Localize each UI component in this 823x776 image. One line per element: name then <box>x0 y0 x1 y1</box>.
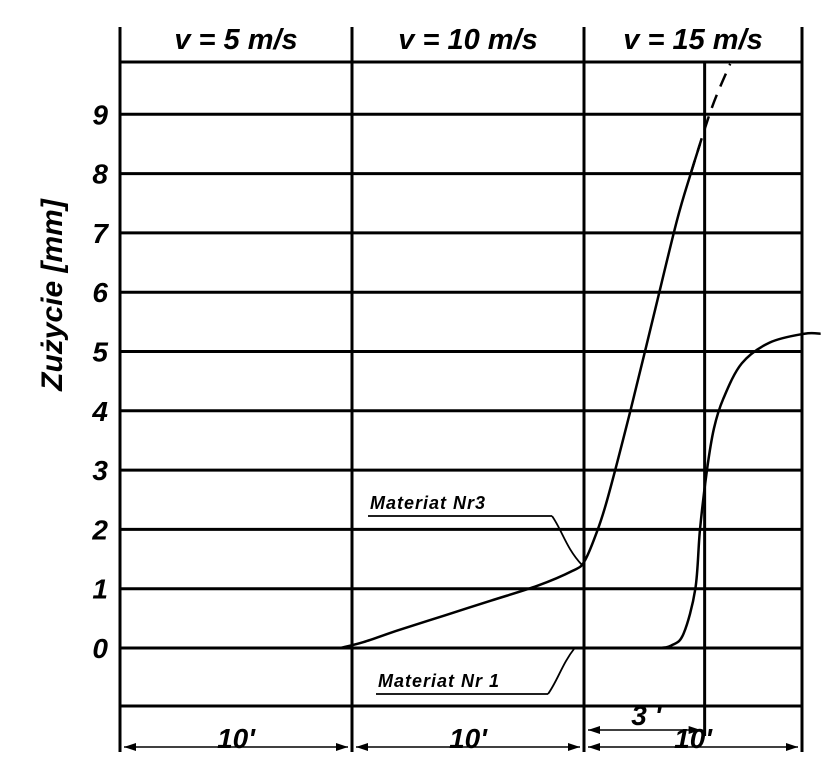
interval-arrowhead <box>588 726 600 734</box>
y-axis-title: Zużycie [mm] <box>36 198 69 392</box>
y-tick-label: 3 <box>92 455 108 486</box>
y-tick-label: 6 <box>92 277 108 308</box>
labels-layer: 0 1 2 3 4 5 6 7 8 9 v = 5 m/s 10' v = 10 m/s 10' v = 1… <box>36 24 763 754</box>
duration-arrowhead <box>786 743 798 751</box>
y-tick-label: 1 <box>92 574 108 605</box>
y-tick-label: 2 <box>91 514 108 545</box>
phase-speed-label: v = 5 m/s <box>174 24 297 56</box>
duration-arrowhead <box>124 743 136 751</box>
series-layer <box>340 63 821 695</box>
y-tick-label: 0 <box>92 633 108 664</box>
phase-duration-label: 10' <box>449 723 488 754</box>
leader-line-material-3 <box>551 515 583 566</box>
duration-arrowhead <box>356 743 368 751</box>
interval-arrowhead <box>688 726 701 734</box>
duration-arrowhead <box>336 743 348 751</box>
y-tick-label: 8 <box>92 159 108 190</box>
y-tick-label: 4 <box>91 396 108 427</box>
series-label-material-1: Materiat Nr 1 <box>378 671 500 691</box>
phase-duration-label: 10' <box>217 723 256 754</box>
series-extrapolation-dashed-line <box>689 63 732 174</box>
interval-label: 3 ' <box>631 700 662 731</box>
duration-arrowhead <box>588 743 600 751</box>
series-line-material-3 <box>340 143 702 650</box>
phase-speed-label: v = 10 m/s <box>398 24 537 56</box>
y-tick-label: 9 <box>92 99 108 130</box>
phase-duration-label: 10' <box>674 723 713 754</box>
leader-line-material-1 <box>547 647 576 695</box>
duration-arrowhead <box>568 743 580 751</box>
series-line-material-1 <box>583 331 821 650</box>
y-tick-label: 7 <box>92 218 109 249</box>
series-label-material-3: Materiat Nr3 <box>370 493 486 513</box>
phase-speed-label: v = 15 m/s <box>623 24 762 56</box>
grid <box>118 27 804 752</box>
y-tick-label: 5 <box>92 337 108 368</box>
